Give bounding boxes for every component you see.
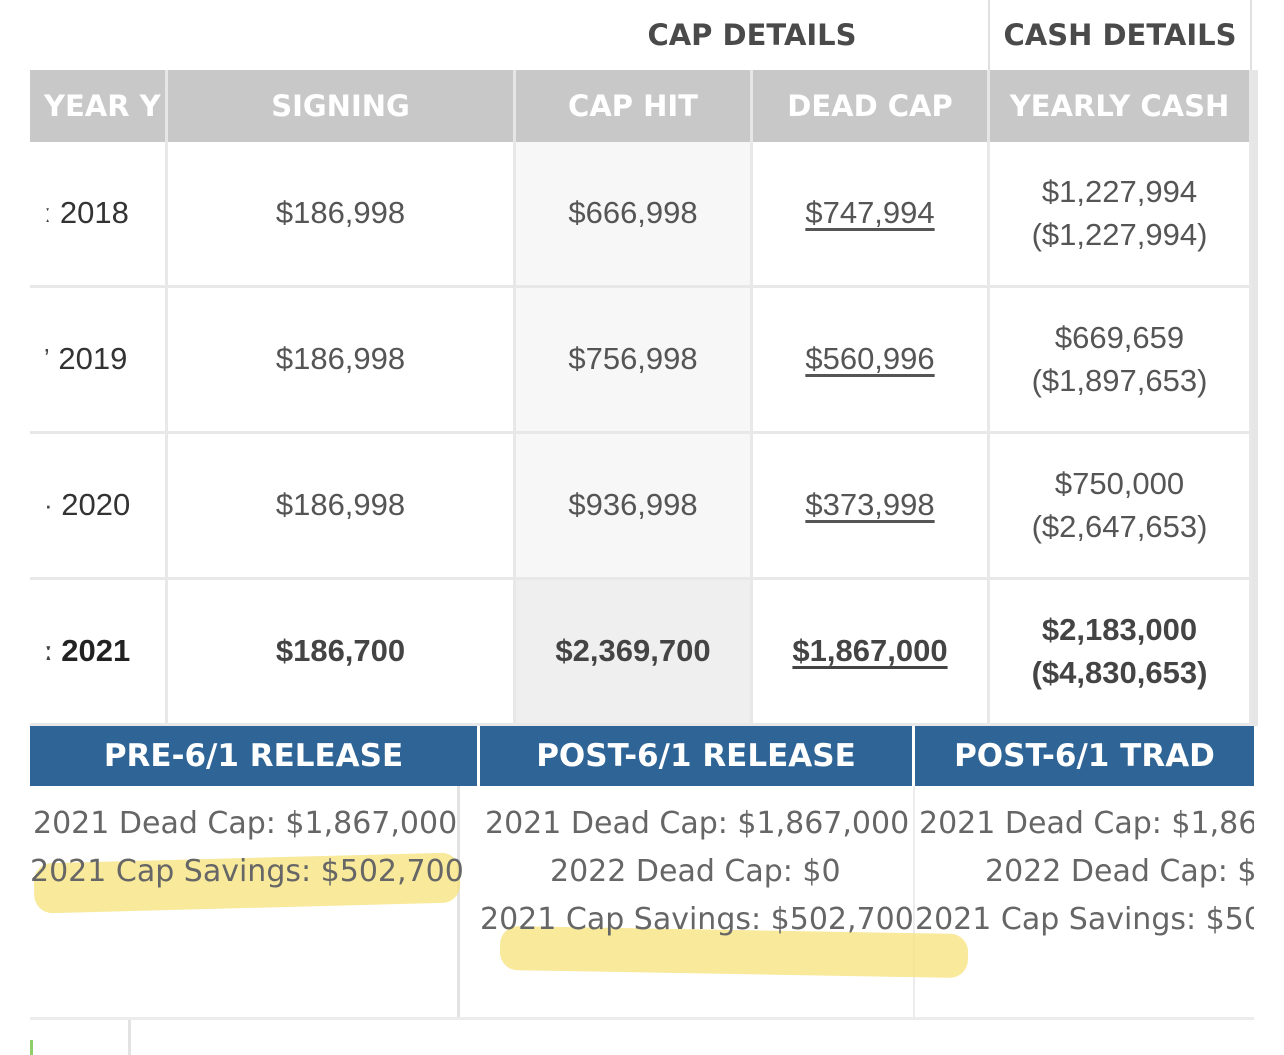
scenario-divider — [457, 786, 460, 1020]
scenario-line: 2021 Cap Savings: $502,700 — [480, 902, 914, 937]
yearly-cash-value: $2,183,000 — [1041, 612, 1198, 648]
dead-cap-link[interactable]: $373,998 — [805, 487, 935, 523]
scrollbar-edge[interactable] — [1252, 70, 1258, 726]
signing-cell: $186,998 — [168, 288, 516, 434]
col-header-year[interactable]: YEAR Y — [30, 70, 168, 142]
cumulative-cash-value: ($4,830,653) — [1031, 654, 1208, 690]
col-header-dead-cap[interactable]: DEAD CAP — [753, 70, 990, 142]
scenario-header-pre-release: PRE-6/1 RELEASE — [30, 726, 480, 786]
scenario-header-post-release: POST-6/1 RELEASE — [480, 726, 915, 786]
signing-cell: $186,700 — [168, 580, 516, 726]
scenario-line: 2021 Dead Cap: $1,867,000 — [33, 806, 458, 841]
scenario-divider — [913, 786, 915, 1020]
year-cell: 2020 — [61, 487, 131, 523]
dead-cap-cell[interactable]: $560,996 — [753, 288, 990, 434]
scenario-line: 2021 Dead Cap: $1,867,000 — [485, 806, 910, 841]
year-cell: 2018 — [59, 195, 129, 231]
scenario-header-post-trade: POST-6/1 TRAD — [915, 726, 1254, 786]
yearly-cash-cell: $2,183,000 ($4,830,653) — [990, 580, 1252, 726]
scenario-panel-post-trade: 2021 Dead Cap: $1,86 2022 Dead Cap: $ 20… — [915, 786, 1254, 1018]
scenario-panel-pre-release: 2021 Dead Cap: $1,867,000 2021 Cap Savin… — [30, 786, 480, 1018]
cumulative-cash-value: ($2,647,653) — [1031, 508, 1208, 544]
green-marker — [30, 1040, 33, 1055]
signing-cell: $186,998 — [168, 434, 516, 580]
cap-hit-cell: $2,369,700 — [516, 580, 753, 726]
cumulative-cash-value: ($1,897,653) — [1031, 362, 1208, 398]
cumulative-cash-value: ($1,227,994) — [1031, 216, 1208, 252]
table-row: ʼ 2019 — [30, 288, 168, 434]
scenario-line: 2021 Dead Cap: $1,86 — [919, 806, 1254, 841]
dead-cap-link[interactable]: $560,996 — [805, 341, 935, 377]
table-row: · 2020 — [30, 434, 168, 580]
lower-divider — [128, 1020, 131, 1055]
dead-cap-cell[interactable]: $747,994 — [753, 142, 990, 288]
yearly-cash-cell: $1,227,994 ($1,227,994) — [990, 142, 1252, 288]
scenario-line: 2022 Dead Cap: $0 — [550, 854, 841, 889]
column-header-row — [30, 70, 1254, 142]
panel-bottom-border — [30, 1017, 1254, 1020]
cap-details-header: CAP DETAILS — [516, 0, 990, 70]
dead-cap-cell[interactable]: $373,998 — [753, 434, 990, 580]
yearly-cash-cell: $669,659 ($1,897,653) — [990, 288, 1252, 434]
col-header-cap-hit[interactable]: CAP HIT — [516, 70, 753, 142]
signing-cell: $186,998 — [168, 142, 516, 288]
table-row: ː 2018 — [30, 142, 168, 288]
scenario-line: 2021 Cap Savings: $50 — [915, 902, 1254, 937]
cash-details-header: CASH DETAILS — [990, 0, 1252, 70]
yearly-cash-value: $1,227,994 — [1041, 174, 1198, 210]
cap-hit-cell: $756,998 — [516, 288, 753, 434]
group-header-band — [30, 0, 1254, 70]
dead-cap-cell[interactable]: $1,867,000 — [753, 580, 990, 726]
scenario-line: 2021 Cap Savings: $502,700 — [30, 854, 464, 889]
dead-cap-link[interactable]: $747,994 — [805, 195, 935, 231]
cap-hit-cell: $666,998 — [516, 142, 753, 288]
scenario-line: 2022 Dead Cap: $ — [985, 854, 1254, 889]
yearly-cash-value: $750,000 — [1054, 466, 1185, 502]
cap-hit-cell: $936,998 — [516, 434, 753, 580]
col-header-signing[interactable]: SIGNING — [168, 70, 516, 142]
scenario-panel-post-release: 2021 Dead Cap: $1,867,000 2022 Dead Cap:… — [480, 786, 915, 1018]
yearly-cash-cell: $750,000 ($2,647,653) — [990, 434, 1252, 580]
table-row: ː 2021 — [30, 580, 168, 726]
yearly-cash-value: $669,659 — [1054, 320, 1185, 356]
col-header-yearly-cash[interactable]: YEARLY CASH — [990, 70, 1252, 142]
year-cell: 2021 — [61, 633, 131, 669]
dead-cap-link[interactable]: $1,867,000 — [792, 633, 948, 669]
year-cell: 2019 — [58, 341, 128, 377]
